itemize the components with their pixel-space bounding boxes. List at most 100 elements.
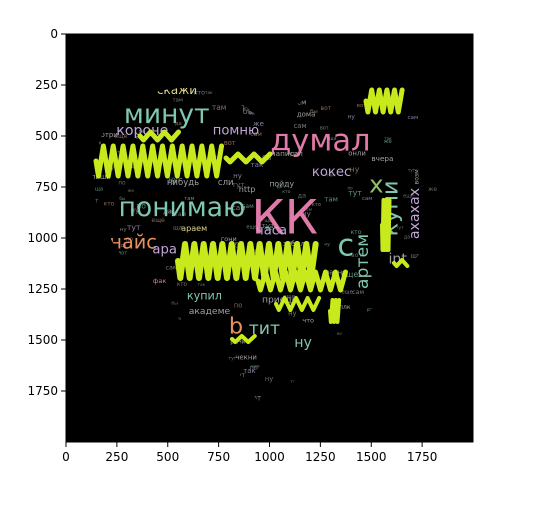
redaction-scribbles [93,87,410,344]
cloud-word: араем [181,223,207,233]
x-tick-label: 1500 [356,450,387,464]
cloud-word: тит [249,319,280,339]
cloud-word: дома [297,111,315,119]
scribble-mark [380,198,392,252]
cloud-word: с [337,229,354,264]
filler-word: тут [127,223,141,232]
filler-word: тут [348,188,362,197]
y-tick-label: 750 [35,180,58,194]
cloud-word: артем [353,234,373,289]
cloud-word: сли [218,178,234,188]
filler-word: ща [173,225,183,232]
filler-word: ща [129,164,139,170]
filler-word: еще [283,294,296,300]
cloud-word: возм [414,169,421,185]
filler-word: по [347,185,353,190]
filler-word: да [121,242,127,247]
filler-word: тут [261,221,275,230]
cloud-word: смотри [92,131,118,139]
x-tick-label: 500 [156,450,179,464]
filler-word: вот [224,139,236,147]
filler-word: же [253,119,264,128]
x-tick-label: 250 [105,450,128,464]
filler-word: еще [151,217,165,224]
filler-word: да [175,121,182,127]
axes-background [66,34,473,442]
x-tick-label: 750 [207,450,230,464]
filler-word: ну [233,171,242,180]
filler-word: кто [194,89,206,97]
cloud-word: х [369,169,383,198]
y-tick-label: 250 [35,78,58,92]
filler-word: сам [407,115,418,121]
scribble-mark [255,269,348,293]
cloud-word: ахахах [407,188,423,239]
filler-word: ща [329,137,337,142]
cloud-word: академе [189,306,231,317]
filler-word: кто [312,202,321,208]
scribble-mark [392,258,410,268]
cloud-word: напиши [82,173,111,181]
cloud-word: забыл [283,240,305,248]
filler-word: же [127,189,134,194]
filler-word: так [243,367,255,375]
filler-word: кто [177,282,188,288]
cloud-word: КК [252,192,318,246]
cloud-word: плк [339,304,351,311]
filler-word: ну [168,175,178,184]
filler-word: же [384,139,393,145]
filler-word: еще [342,290,353,296]
filler-word: ну [288,309,296,317]
filler-word: да [277,184,283,189]
filler-word: там [324,196,338,204]
filler-word: сам [251,132,262,138]
scribble-mark [274,296,322,312]
filler-word: ща [167,208,174,213]
scribble-mark [230,334,257,344]
x-axis-ticks: 0 250 500 750 1000 1250 1500 1750 [62,442,437,464]
filler-word: по [126,237,134,243]
filler-word: же [264,225,274,232]
filler-word: по [250,365,258,372]
filler-word: еще [114,134,127,140]
filler-word: ну [130,205,140,214]
filler-word: сам [165,264,177,272]
cloud-word: приеде [262,295,298,306]
scribble-mark [363,87,405,115]
scribble-mark [93,143,225,179]
cloud-word: http [239,184,256,194]
filler-word: тут [396,226,404,231]
cloud-word: написал [271,149,303,158]
filler-word: там [326,174,336,179]
filler-word: по [288,241,294,246]
filler-word: бы [310,109,318,115]
scribble-mark [223,151,273,165]
filler-word: да [404,235,410,241]
cloud-word: нибудь [167,178,199,188]
filler-word: вот [357,103,368,109]
filler-word: бы [306,206,313,212]
filler-word: так [205,90,213,95]
cloud-word: помню [213,123,259,138]
filler-word: ща [264,218,272,224]
filler-word: тут [408,167,416,172]
filler-word: ну [324,242,330,247]
x-tick-label: 1750 [407,450,438,464]
filler-word: сам [242,203,254,210]
filler-word: ну [350,165,360,174]
filler-word: ща [95,187,103,193]
scribble-mark [328,298,342,324]
filler-word: по [118,181,126,187]
filler-word: сам [232,203,246,212]
filler-word: еще [247,247,264,256]
cloud-word: найс [109,231,157,254]
filler-word: еще [246,224,257,230]
y-tick-label: 0 [50,27,58,41]
filler-word: тут [232,180,246,189]
filler-word: вот [320,125,329,131]
filler-word: кто [350,229,361,236]
filler-word: кто [104,201,115,207]
filler-word: ну [302,210,311,218]
cloud-word: фак [153,277,167,285]
